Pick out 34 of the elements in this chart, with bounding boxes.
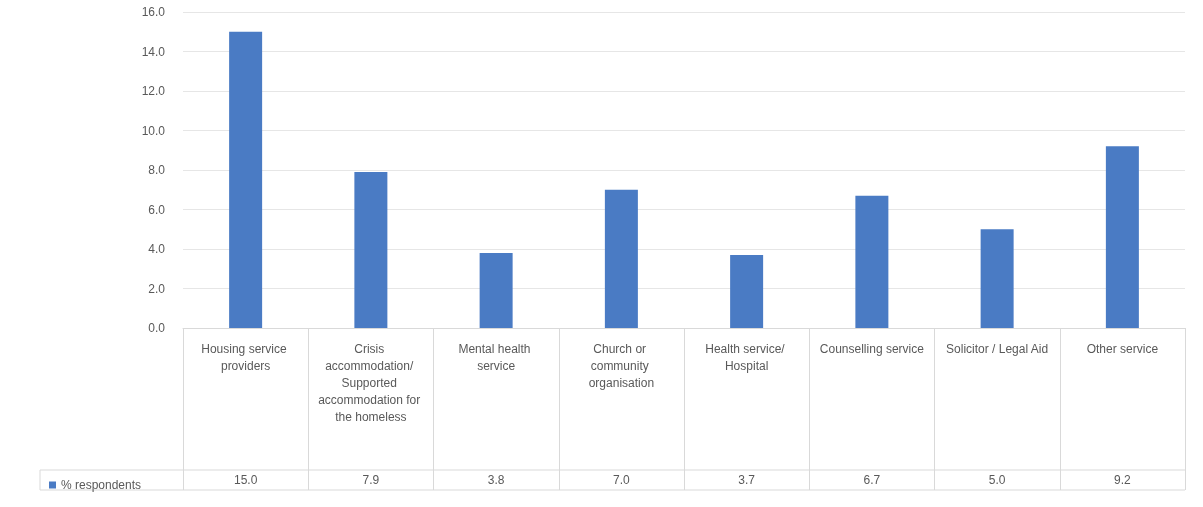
data-label: 15.0 [233, 473, 258, 487]
y-tick-label: 10.0 [141, 123, 166, 138]
data-label: 6.7 [863, 473, 881, 487]
data-label: 7.0 [613, 473, 631, 487]
y-tick-label: 16.0 [141, 5, 166, 19]
data-label: 9.2 [1114, 473, 1132, 487]
data-label: 3.7 [738, 473, 756, 487]
y-tick-label: 6.0 [148, 202, 166, 217]
x-tick-label: Housing service providers [201, 341, 290, 373]
bar [479, 252, 513, 328]
x-tick-label: Crisis accommodation/ Supported accommodation for the homeless [318, 341, 424, 424]
y-tick-label: 2.0 [148, 281, 166, 296]
x-tick-label: Church or community organisation [588, 341, 655, 390]
legend-label: % respondents [61, 478, 142, 492]
bar [855, 195, 889, 328]
bar [1105, 146, 1139, 328]
data-label: 3.8 [487, 473, 505, 487]
x-tick-label: Counselling service [819, 341, 925, 356]
x-tick-label: Mental health service [458, 341, 534, 373]
bar [604, 189, 638, 328]
data-label: 5.0 [988, 473, 1006, 487]
y-tick-label: 8.0 [148, 163, 166, 177]
data-label: 7.9 [362, 473, 380, 487]
x-tick-label: Solicitor / Legal Aid [946, 341, 1049, 356]
x-tick-label: Other service [1086, 341, 1159, 356]
x-tick-label: Health service/ Hospital [705, 341, 788, 373]
bar [229, 31, 263, 328]
y-tick-label: 12.0 [141, 84, 166, 98]
bar [980, 229, 1014, 328]
y-tick-label: 14.0 [141, 44, 166, 59]
y-tick-label: 4.0 [148, 242, 166, 256]
bar [354, 171, 388, 328]
y-tick-label: 0.0 [148, 321, 166, 335]
bar [730, 254, 764, 328]
